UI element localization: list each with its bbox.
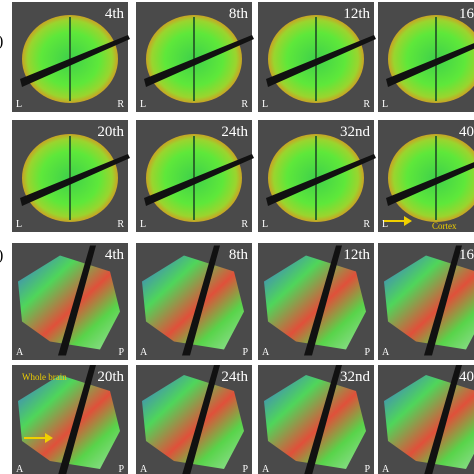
- brain-image: [142, 375, 244, 469]
- panel-label: 16: [459, 6, 474, 22]
- slice-plane: [424, 245, 462, 356]
- orientation-label: L: [262, 99, 268, 110]
- slice-plane: [182, 365, 220, 474]
- orientation-label: L: [382, 99, 388, 110]
- orientation-label: A: [262, 347, 270, 358]
- panel-label: 40: [459, 369, 474, 385]
- panel-label: 16: [459, 247, 474, 263]
- slice-plane: [144, 35, 254, 87]
- orientation-label: L: [382, 219, 388, 230]
- panel-label: 20th: [97, 124, 124, 140]
- orientation-label: P: [364, 347, 370, 358]
- orientation-label: P: [118, 464, 124, 474]
- panel-label: 8th: [229, 247, 249, 263]
- orientation-label: R: [363, 219, 370, 230]
- slice-plane: [58, 365, 96, 474]
- panel-label: 8th: [229, 6, 249, 22]
- orientation-label: L: [140, 99, 146, 110]
- orientation-label: A: [16, 347, 24, 358]
- slice-plane: [144, 154, 254, 206]
- orientation-label: A: [16, 464, 24, 474]
- orientation-label: R: [117, 99, 124, 110]
- panel-label: 24th: [221, 124, 248, 140]
- panel-label: 20th: [97, 369, 124, 385]
- orientation-label: P: [242, 347, 248, 358]
- slice-plane: [424, 365, 462, 474]
- orientation-label: R: [241, 219, 248, 230]
- orientation-label: A: [262, 464, 270, 474]
- slice-plane: [386, 43, 474, 87]
- panel-label: 4th: [105, 6, 125, 22]
- slice-plane: [266, 35, 376, 87]
- slice-plane: [304, 365, 342, 474]
- slice-plane: [182, 245, 220, 356]
- orientation-label: A: [140, 347, 148, 358]
- slice-plane: [20, 154, 130, 206]
- panel-label: 32nd: [340, 124, 371, 140]
- slice-plane: [304, 245, 342, 356]
- arrow-head: [404, 216, 412, 226]
- section-label: ): [0, 247, 3, 264]
- panel-label: 40: [459, 124, 474, 140]
- panel-label: 4th: [105, 247, 125, 263]
- brain-image: [18, 255, 120, 350]
- orientation-label: L: [16, 219, 22, 230]
- brain-image: [142, 255, 244, 350]
- orientation-label: L: [140, 219, 146, 230]
- arrow-head: [45, 433, 53, 443]
- orientation-label: A: [382, 464, 390, 474]
- panel-label: 24th: [221, 369, 248, 385]
- orientation-label: A: [382, 347, 390, 358]
- slice-plane: [20, 35, 130, 87]
- slice-plane: [386, 162, 474, 206]
- orientation-label: R: [241, 99, 248, 110]
- orientation-label: R: [363, 99, 370, 110]
- orientation-label: L: [262, 219, 268, 230]
- section-label: ): [0, 33, 3, 50]
- panel-label: 12th: [343, 247, 370, 263]
- brain-image: [388, 134, 474, 222]
- annotation: Whole brain: [22, 372, 67, 382]
- panel-label: 32nd: [340, 369, 371, 385]
- annotation: Cortex: [432, 221, 457, 231]
- brain-image: [264, 255, 366, 350]
- brain-image: [18, 375, 120, 469]
- orientation-label: P: [364, 464, 370, 474]
- brain-image: [264, 375, 366, 469]
- orientation-label: P: [242, 464, 248, 474]
- slice-plane: [266, 154, 376, 206]
- brain-image: [388, 15, 474, 103]
- panel-label: 12th: [343, 6, 370, 22]
- orientation-label: L: [16, 99, 22, 110]
- orientation-label: R: [117, 219, 124, 230]
- orientation-label: A: [140, 464, 148, 474]
- orientation-label: P: [118, 347, 124, 358]
- slice-plane: [58, 245, 96, 356]
